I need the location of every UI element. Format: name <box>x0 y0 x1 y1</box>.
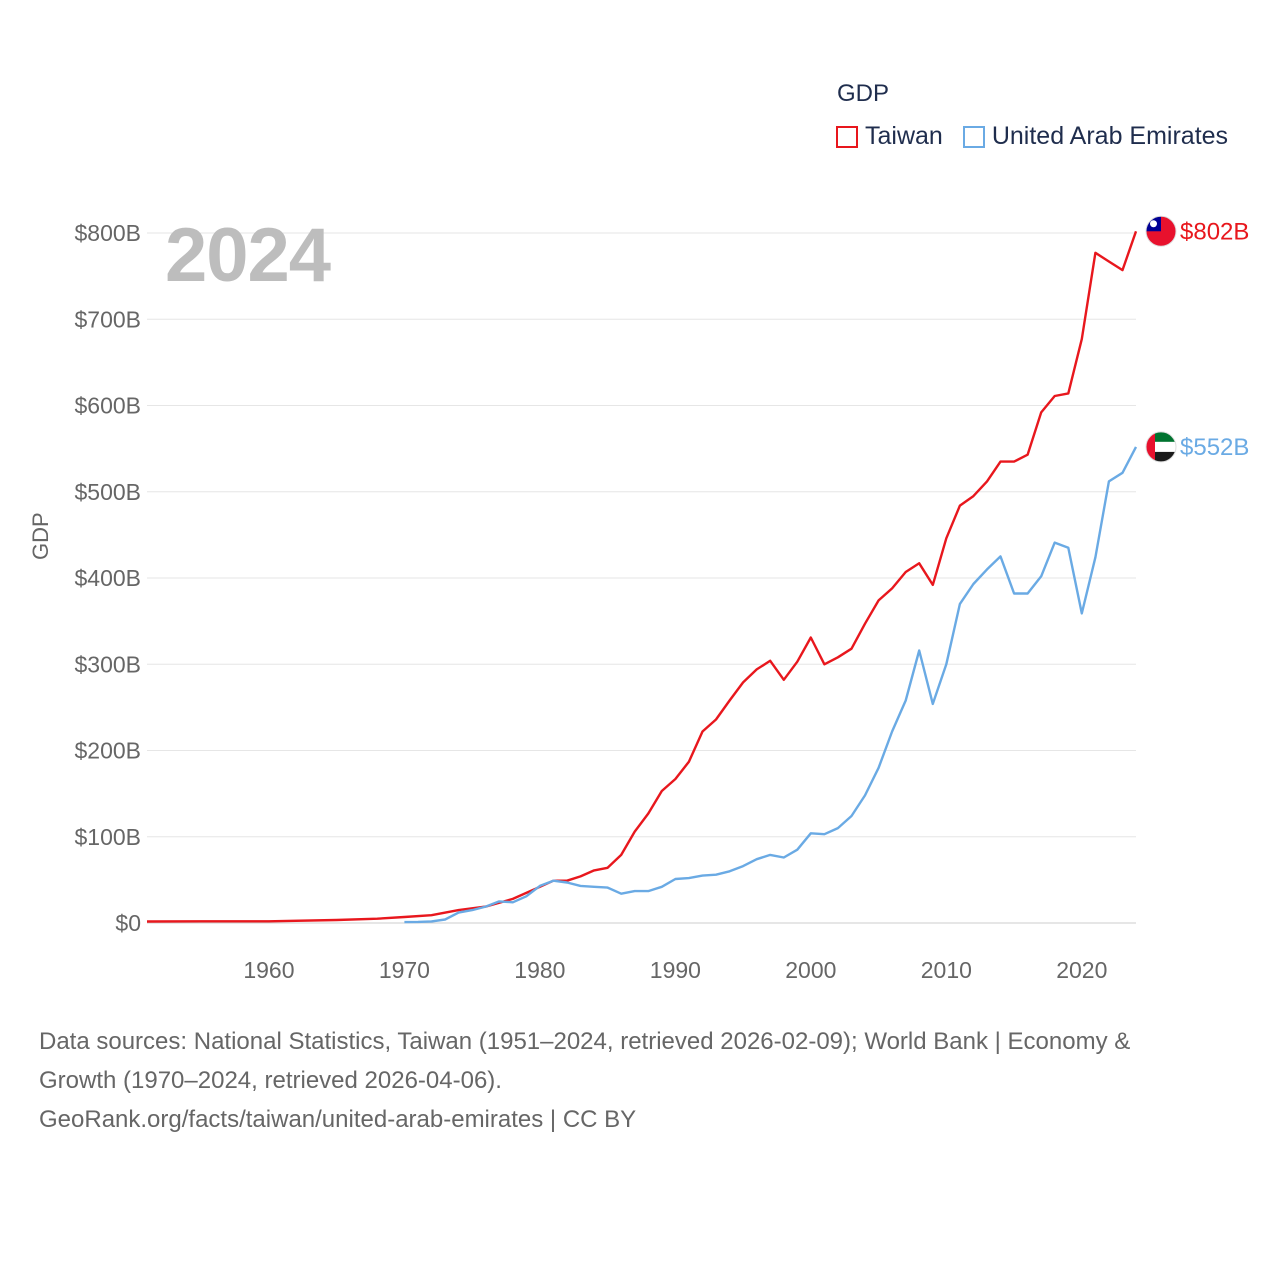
series-line-uae <box>404 446 1138 924</box>
sources-line-3[interactable]: GeoRank.org/facts/taiwan/united-arab-emi… <box>39 1106 637 1133</box>
x-tick-label: 2020 <box>1056 957 1107 983</box>
y-tick-label: $400B <box>74 565 141 591</box>
sources-line-2: Growth (1970–2024, retrieved 2026-04-06)… <box>39 1067 502 1094</box>
end-value-label: $802B <box>1180 218 1249 245</box>
end-value-label: $552B <box>1180 434 1249 461</box>
y-tick-label: $300B <box>74 651 141 677</box>
sources-line-1: Data sources: National Statistics, Taiwa… <box>39 1028 1131 1055</box>
legend-label-taiwan: Taiwan <box>865 122 943 150</box>
y-tick-label: $600B <box>74 393 141 419</box>
x-tick-label: 2010 <box>921 957 972 983</box>
legend-title: GDP <box>837 80 890 107</box>
x-tick-label: 2000 <box>785 957 836 983</box>
legend: Taiwan United Arab Emirates <box>836 122 1248 151</box>
y-tick-label: $700B <box>74 306 141 332</box>
legend-swatch-uae <box>962 125 985 148</box>
x-tick-label: 1980 <box>514 957 565 983</box>
x-tick-label: 1960 <box>243 957 294 983</box>
y-tick-label: $500B <box>74 479 141 505</box>
legend-item-uae[interactable]: United Arab Emirates <box>962 122 1229 151</box>
x-tick-label: 1970 <box>379 957 430 983</box>
legend-label-uae: United Arab Emirates <box>991 122 1229 150</box>
y-tick-label: $0 <box>115 910 141 936</box>
legend-item-taiwan[interactable]: Taiwan <box>836 122 943 151</box>
y-tick-label: $800B <box>74 220 141 246</box>
data-sources-note: Data sources: National Statistics, Taiwa… <box>39 1022 1239 1139</box>
y-axis-label: GDP <box>28 512 53 560</box>
year-watermark: 2024 <box>165 213 331 298</box>
legend-swatch-taiwan <box>836 125 858 148</box>
uae-flag-icon <box>1145 431 1177 463</box>
taiwan-flag-icon <box>1145 215 1177 247</box>
y-tick-label: $200B <box>74 738 141 764</box>
series-line-taiwan <box>146 230 1138 923</box>
x-tick-label: 1990 <box>650 957 701 983</box>
y-tick-label: $100B <box>74 824 141 850</box>
